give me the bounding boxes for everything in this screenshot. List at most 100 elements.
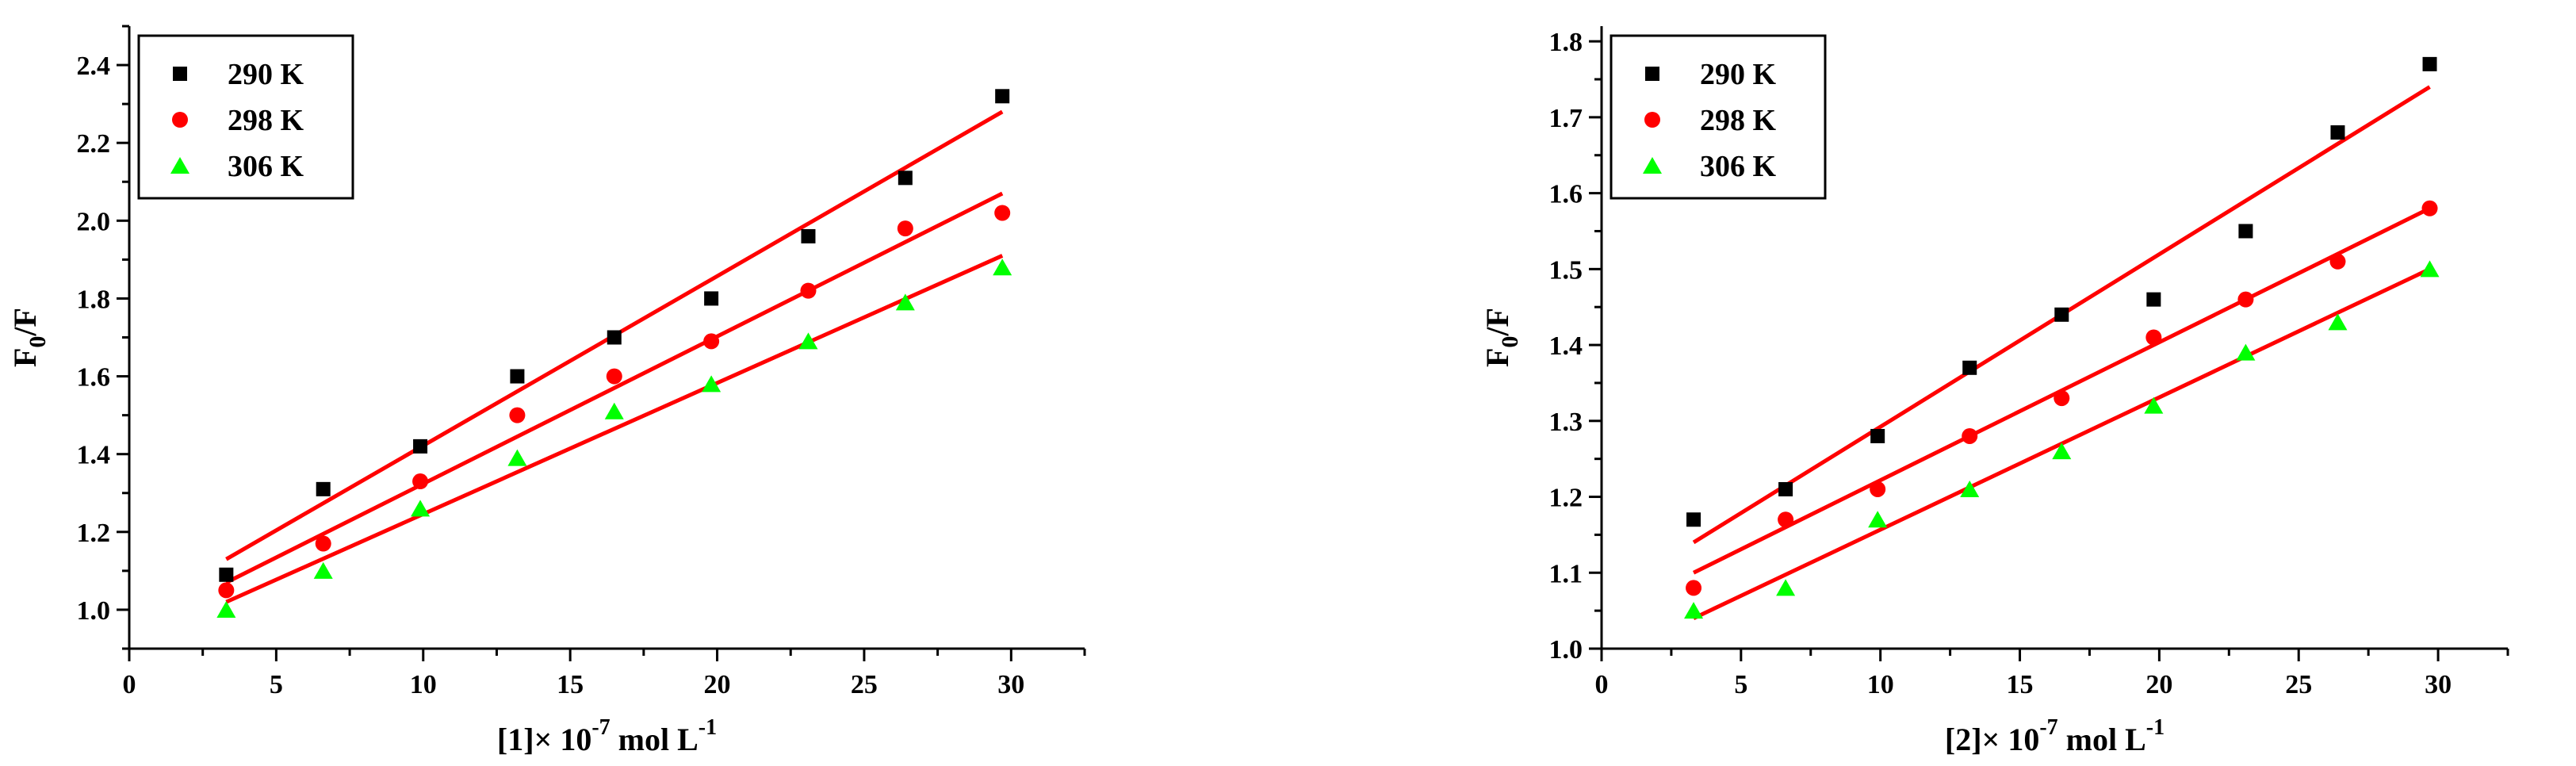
- data-point: [1776, 579, 1796, 596]
- data-point: [2420, 260, 2440, 278]
- data-point: [2146, 292, 2161, 307]
- chart-right: 0 5 10 15 20 25 30 1.0 1.1 1.2 1.3 1.4 1.5 1.6 1.7 1.8 […: [1479, 26, 2509, 757]
- data-point: [994, 205, 1011, 221]
- series-290k: [1686, 56, 2437, 527]
- legend-label: 298 K: [1700, 104, 1777, 137]
- y-tick-label: 1.5: [1549, 255, 1583, 285]
- series-290k: [219, 89, 1010, 582]
- data-point: [509, 407, 526, 423]
- data-point: [703, 333, 720, 350]
- legend-label: 298 K: [228, 104, 304, 137]
- data-point: [2054, 390, 2070, 407]
- y-tick-label: 1.2: [77, 519, 111, 548]
- legend-marker: [1644, 112, 1660, 128]
- data-point: [2145, 329, 2162, 346]
- y-axis-title: F0/F: [1479, 308, 1523, 367]
- data-point: [411, 500, 431, 517]
- data-point: [316, 481, 331, 496]
- data-point: [704, 291, 719, 306]
- x-tick-label: 20: [704, 670, 731, 699]
- y-axis-title: F0/F: [7, 308, 51, 367]
- data-point: [993, 259, 1012, 276]
- data-point: [1962, 360, 1977, 375]
- data-point: [216, 600, 236, 618]
- data-point: [2236, 343, 2256, 361]
- data-point: [2328, 313, 2348, 331]
- data-point: [313, 561, 333, 579]
- data-point: [1868, 511, 1888, 528]
- x-tick-label: 15: [2007, 670, 2034, 699]
- y-tick-label: 2.2: [77, 129, 111, 159]
- data-point: [604, 402, 624, 419]
- series-298k: [1686, 200, 2438, 596]
- fit-line-298k: [225, 191, 1004, 584]
- x-axis-title: [1]× 10-7 mol L-1: [497, 715, 717, 757]
- y-tick-label: 2.4: [77, 52, 111, 81]
- data-point: [995, 89, 1010, 104]
- chart-left: 0 5 10 15 20 25 30 1.0 1.2 1.4 1.6 1.8 2.0 2.2 2.4 [1]×…: [7, 25, 1086, 757]
- x-tick-label: 25: [2285, 670, 2312, 699]
- legend-label: 306 K: [228, 150, 304, 183]
- y-tick-label: 1.0: [1549, 635, 1583, 665]
- x-tick-label: 30: [997, 670, 1024, 699]
- x-tick-label: 0: [1595, 670, 1609, 699]
- y-tick-label: 1.6: [77, 363, 111, 393]
- y-tick-label: 1.8: [77, 285, 111, 314]
- data-point: [1686, 580, 1702, 596]
- legend: 290 K 298 K 306 K: [137, 34, 354, 200]
- data-point: [898, 170, 913, 186]
- data-point: [2329, 253, 2346, 270]
- data-point: [1962, 427, 1978, 444]
- data-point: [606, 368, 622, 385]
- data-point: [895, 293, 915, 311]
- legend-label: 306 K: [1700, 150, 1777, 183]
- y-tick-label: 1.8: [1549, 28, 1583, 57]
- x-tick-label: 10: [1867, 670, 1894, 699]
- data-point: [315, 535, 331, 552]
- y-tick-label: 2.0: [77, 207, 111, 236]
- legend-marker: [172, 112, 188, 128]
- data-point: [2238, 224, 2253, 239]
- y-tick-label: 1.2: [1549, 484, 1583, 513]
- x-tick-label: 5: [270, 670, 283, 699]
- data-point: [2330, 125, 2345, 140]
- data-point: [1686, 512, 1701, 527]
- data-point: [2144, 396, 2164, 414]
- data-point: [2422, 56, 2437, 71]
- y-tick-label: 1.0: [77, 596, 111, 626]
- data-point: [1778, 481, 1793, 496]
- data-point: [1960, 480, 1980, 497]
- x-tick-label: 15: [557, 670, 584, 699]
- y-tick-label: 1.1: [1549, 559, 1583, 588]
- data-point: [412, 473, 429, 490]
- series-298k: [218, 205, 1011, 599]
- data-point: [218, 582, 235, 599]
- data-point: [1684, 602, 1704, 619]
- data-point: [2052, 442, 2072, 460]
- x-axis-title: [2]× 10-7 mol L-1: [1945, 715, 2165, 757]
- data-point: [702, 375, 722, 393]
- x-tick-label: 5: [1734, 670, 1747, 699]
- data-point: [801, 228, 816, 243]
- legend-marker: [170, 157, 189, 174]
- data-point: [2421, 200, 2438, 216]
- data-point: [510, 369, 525, 384]
- data-point: [897, 220, 913, 237]
- data-point: [1778, 511, 1794, 528]
- data-point: [1870, 428, 1885, 443]
- legend-label: 290 K: [228, 58, 304, 91]
- data-point: [800, 282, 817, 299]
- series-306k: [216, 259, 1012, 618]
- data-point: [507, 449, 527, 466]
- data-point: [413, 439, 428, 454]
- fit-line-306k: [225, 254, 1004, 604]
- x-tick-label: 30: [2425, 670, 2452, 699]
- legend-marker: [1643, 157, 1662, 174]
- y-tick-label: 1.3: [1549, 408, 1583, 437]
- y-tick-label: 1.4: [1549, 331, 1583, 361]
- data-point: [1870, 481, 1886, 497]
- legend-marker: [173, 67, 187, 81]
- data-point: [2237, 291, 2254, 308]
- legend-label: 290 K: [1700, 58, 1777, 91]
